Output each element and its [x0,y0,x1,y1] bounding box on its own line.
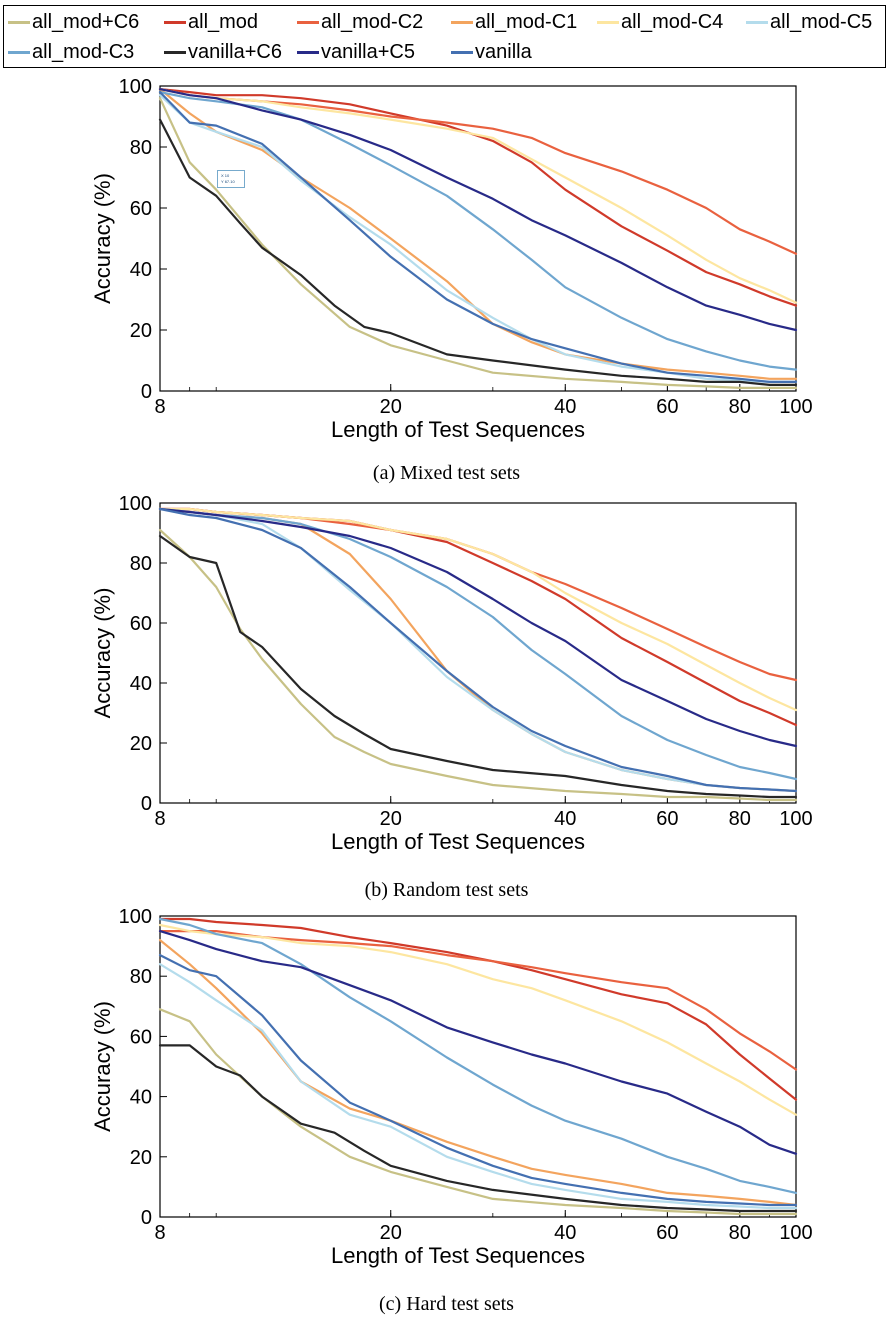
series-line [158,97,798,389]
y-tick-label: 60 [130,198,152,220]
y-tick-label: 20 [130,733,152,755]
series-line [158,963,798,1210]
y-tick-label: 0 [141,1207,152,1229]
series-line [158,94,798,383]
y-tick-label: 100 [119,493,152,515]
x-tick-label: 100 [779,808,812,830]
x-tick-label: 80 [729,808,751,830]
legend-swatch [297,51,319,54]
x-tick-label: 40 [554,1222,576,1244]
y-axis-label: Accuracy (%) [90,1001,115,1132]
y-tick-label: 40 [130,673,152,695]
series-line [158,507,798,712]
legend-swatch [746,21,768,24]
x-axis-label: Length of Test Sequences [331,829,585,854]
legend-label: all_mod [188,11,259,33]
legend-swatch [597,21,619,24]
series-line [158,938,798,1207]
legend-swatch [164,21,186,24]
series-line [158,507,798,793]
series-line [158,507,798,781]
series-line [158,953,798,1207]
x-tick-label: 40 [554,808,576,830]
caption-random: (b) Random test sets [364,879,529,901]
x-axis-label: Length of Test Sequences [331,417,585,442]
x-tick-label: 100 [779,396,812,418]
datatip-x: X 10 [221,173,230,178]
plot-frame [159,502,797,804]
y-tick-label: 100 [119,906,152,928]
x-tick-label: 8 [154,396,165,418]
y-tick-label: 0 [141,381,152,403]
series-line [158,88,798,304]
legend-label: vanilla+C5 [321,41,415,63]
x-tick-label: 40 [554,396,576,418]
x-tick-label: 80 [729,1222,751,1244]
legend-swatch [451,21,473,24]
series-line [158,88,798,332]
legend-swatch [8,51,30,54]
y-tick-label: 60 [130,613,152,635]
legend-label: vanilla [475,41,532,63]
x-tick-label: 60 [656,396,678,418]
y-tick-label: 40 [130,1087,152,1109]
caption-hard: (c) Hard test sets [379,1293,514,1315]
series-line [158,923,798,1116]
x-tick-label: 80 [729,396,751,418]
legend: all_mod+C6 all_mod all_mod-C2 all_mod-C1 all… [3,5,886,68]
series-line [158,118,798,386]
legend-swatch [451,51,473,54]
plot-mixed: 8 20 40 60 80 100 0 20 40 60 80 100 Length of Test S… [90,76,813,442]
legend-label: all_mod-C2 [321,11,424,33]
y-tick-label: 100 [119,76,152,98]
datatip-y: Y 67.10 [221,179,235,184]
x-tick-label: 100 [779,1222,812,1244]
x-tick-label: 20 [380,396,402,418]
legend-label: all_mod+C6 [32,11,140,33]
plot-frame [159,85,797,392]
x-tick-label: 60 [656,808,678,830]
legend-swatch [297,21,319,24]
y-axis-label: Accuracy (%) [90,588,115,719]
series-line [158,88,798,307]
y-tick-label: 80 [130,137,152,159]
x-tick-label: 8 [154,1222,165,1244]
series-line [158,917,798,1194]
plot-frame [159,915,797,1218]
series-line [158,1044,798,1213]
legend-label: all_mod-C3 [32,41,135,63]
datatip: X 10 Y 67.10 [217,170,245,188]
y-axis-label: Accuracy (%) [90,173,115,304]
plot-random: 8 20 40 60 80 100 0 20 40 60 80 100 Length of Test S… [90,493,813,854]
legend-swatch [164,51,186,54]
plot-hard: 8 20 40 60 80 100 0 20 40 60 80 100 Length of Test S… [90,906,813,1268]
caption-mixed: (a) Mixed test sets [372,462,521,484]
legend-label: all_mod-C5 [770,11,873,33]
legend-label: all_mod-C4 [621,11,724,33]
y-tick-label: 20 [130,320,152,342]
x-axis-label: Length of Test Sequences [331,1243,585,1268]
series-line [158,929,798,1155]
series-line [158,507,798,748]
x-tick-label: 20 [380,1222,402,1244]
legend-swatch [8,21,30,24]
x-tick-label: 20 [380,808,402,830]
series-line [158,534,798,799]
y-tick-label: 40 [130,259,152,281]
x-tick-label: 8 [154,808,165,830]
y-tick-label: 60 [130,1026,152,1048]
y-tick-label: 0 [141,793,152,815]
legend-label: vanilla+C6 [188,41,282,63]
y-tick-label: 80 [130,966,152,988]
series-line [158,91,798,383]
x-tick-label: 60 [656,1222,678,1244]
legend-label: all_mod-C1 [475,11,578,33]
y-tick-label: 20 [130,1147,152,1169]
y-tick-label: 80 [130,553,152,575]
